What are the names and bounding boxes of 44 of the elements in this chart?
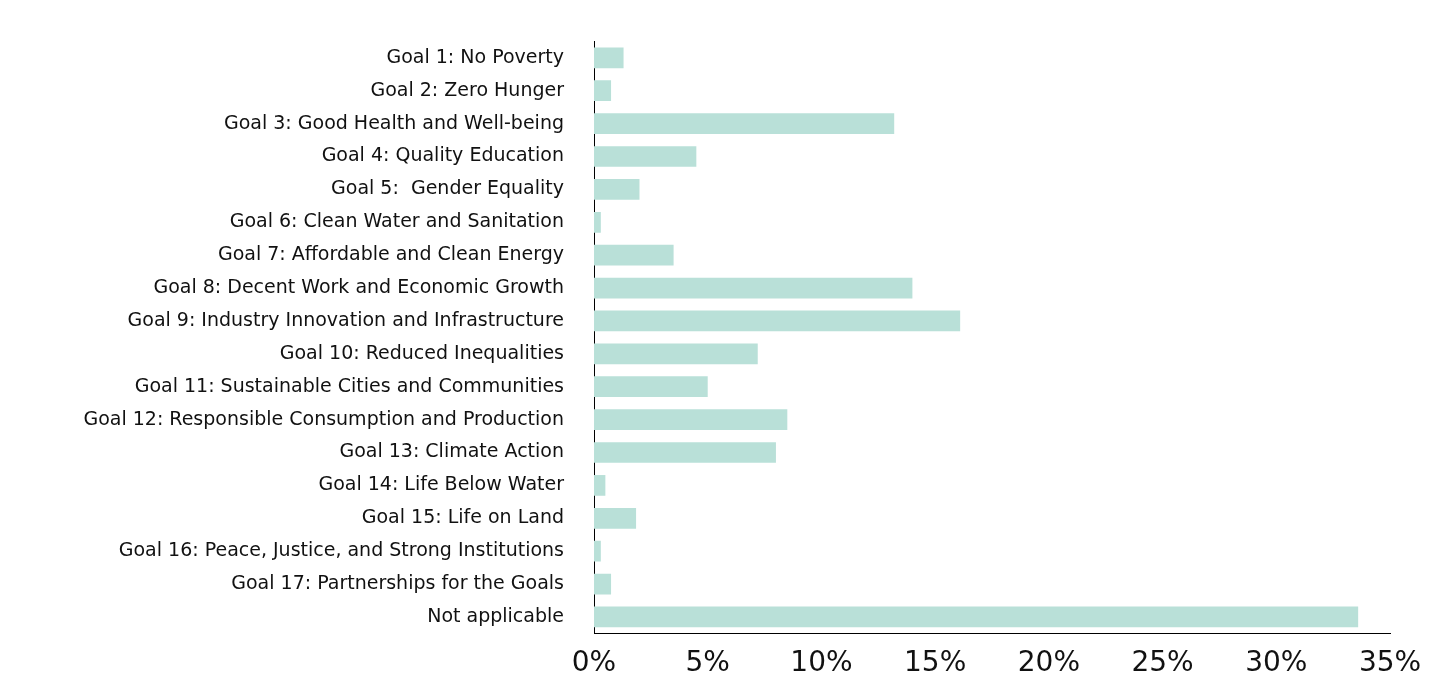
x-tick-label: 25% <box>1131 645 1194 679</box>
bar <box>594 146 697 167</box>
bar <box>594 310 961 332</box>
bar <box>594 113 895 134</box>
bar <box>594 475 606 496</box>
x-tick-label: 0% <box>571 645 617 679</box>
bar <box>594 179 640 200</box>
bar <box>594 376 708 398</box>
bar <box>594 80 612 102</box>
x-tick-label: 15% <box>904 645 967 679</box>
y-tick-label: Goal 4: Quality Education <box>321 143 564 166</box>
x-tick-label: 5% <box>685 645 730 679</box>
y-tick-label: Goal 2: Zero Hunger <box>370 77 565 100</box>
y-tick-label: Goal 13: Climate Action <box>339 439 564 462</box>
y-tick-label: Goal 12: Responsible Consumption and Production <box>83 406 564 429</box>
bar <box>594 47 624 69</box>
bar <box>594 573 612 595</box>
y-tick-label: Goal 8: Decent Work and Economic Growth <box>153 275 564 297</box>
bar <box>594 442 776 463</box>
bar <box>594 244 674 266</box>
y-tick-label: Not applicable <box>427 603 564 626</box>
x-tick-label: 35% <box>1358 645 1422 679</box>
bar <box>594 211 601 233</box>
y-tick-label: Goal 5: Gender Equality <box>331 176 564 199</box>
bar <box>594 507 637 529</box>
y-tick-label: Goal 3: Good Health and Well-being <box>223 110 564 133</box>
y-tick-label: Goal 7: Affordable and Clean Energy <box>217 242 564 265</box>
x-tick-label: 30% <box>1245 645 1308 679</box>
y-tick-label: Goal 11: Sustainable Cities and Communities <box>134 373 564 396</box>
bar <box>594 540 601 562</box>
y-tick-label: Goal 10: Reduced Inequalities <box>279 340 564 363</box>
y-tick-label: Goal 9: Industry Innovation and Infrastructure <box>127 307 564 330</box>
bar <box>594 606 1359 628</box>
bar <box>594 343 758 365</box>
x-tick-label: 20% <box>1017 645 1080 679</box>
y-tick-label: Goal 15: Life on Land <box>361 505 564 528</box>
y-tick-label: Goal 1: No Poverty <box>386 44 564 67</box>
y-tick-label: Goal 17: Partnerships for the Goals <box>231 571 564 593</box>
bar <box>594 277 913 299</box>
x-tick-label: 10% <box>790 645 853 679</box>
y-tick-label: Goal 16: Peace, Justice, and Strong Institutions <box>118 538 564 561</box>
y-tick-label: Goal 14: Life Below Water <box>318 472 565 495</box>
y-tick-label: Goal 6: Clean Water and Sanitation <box>229 209 564 232</box>
bar <box>594 409 788 430</box>
